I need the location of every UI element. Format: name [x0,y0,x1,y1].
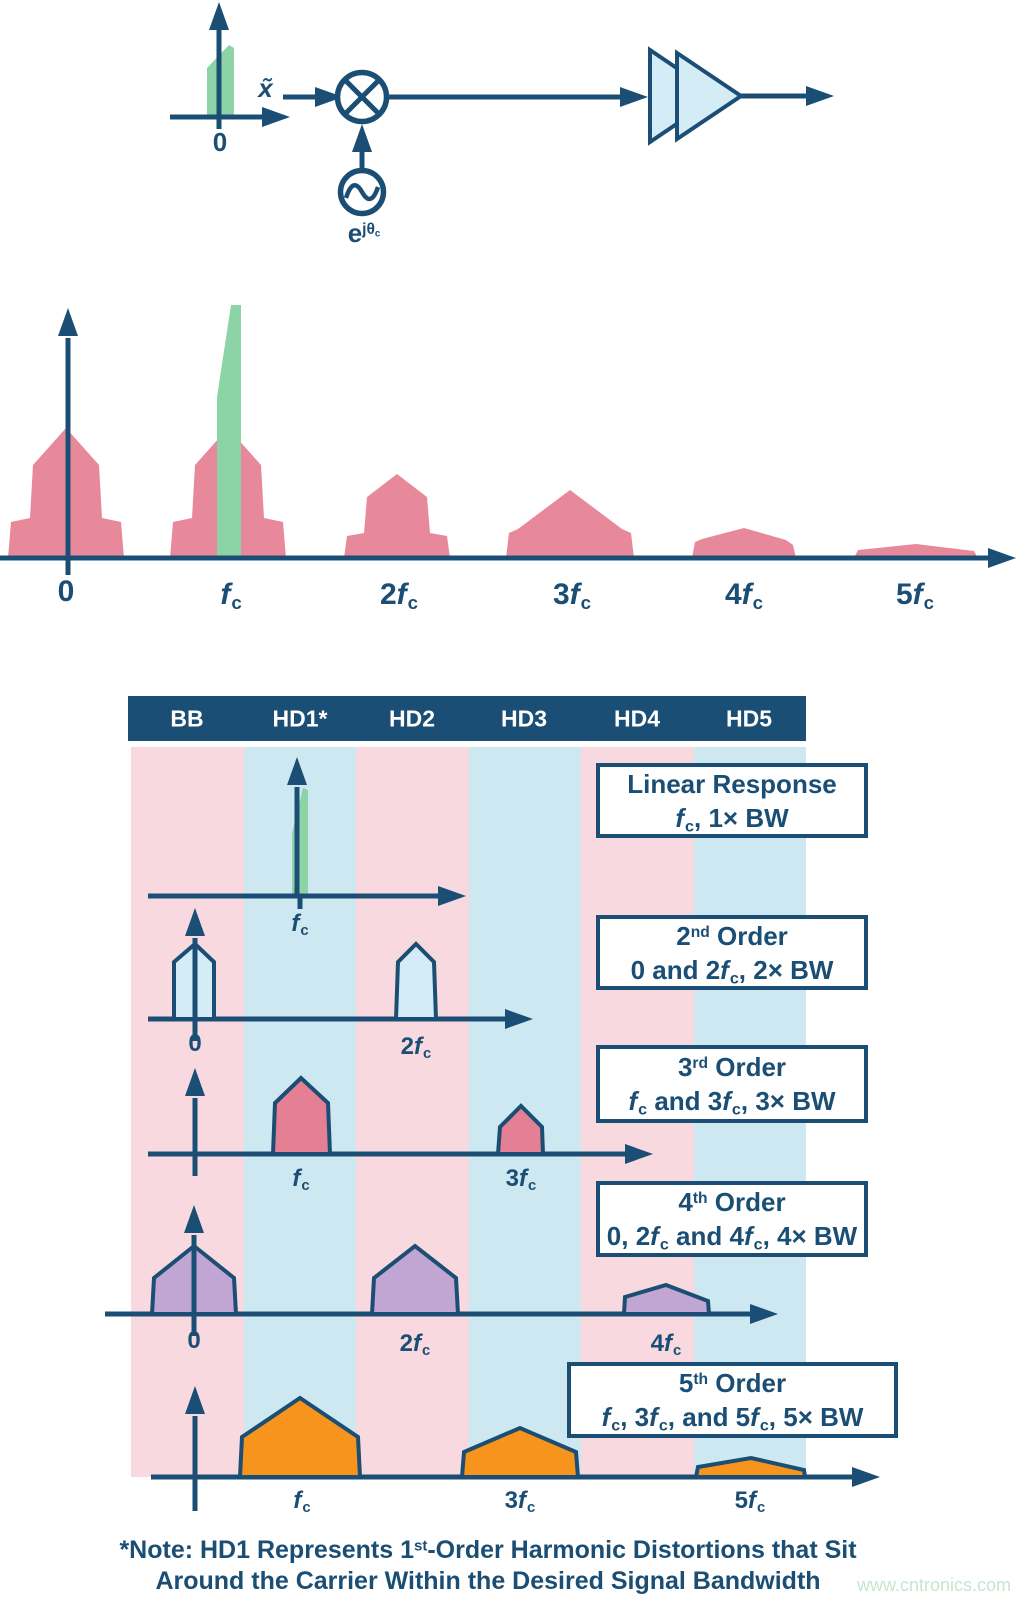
box-line2: fc, 1× BW [675,802,789,835]
box-2nd-order: 2nd Order 0 and 2fc, 2× BW [596,915,868,990]
baseband-axis [170,2,290,129]
box-line1: 3rd Order [677,1052,787,1082]
mixer-icon [334,69,390,125]
oscillator-icon [337,124,387,217]
block-diagram [170,2,834,217]
freq-label-3fc: 3fc [552,578,592,614]
box-line1: 5th Order [678,1368,787,1398]
box-3rd-order: 3rd Order fc and 3fc, 3× BW [596,1045,868,1123]
freq-label-fc: fc [220,578,242,614]
header-cell-bb: BB [170,705,204,732]
footnote-line2: Around the Carrier Within the Desired Si… [155,1567,821,1595]
header-cell-hd2: HD2 [388,705,436,732]
input-arrow [283,87,343,107]
row1-carrier-spike [292,788,308,896]
box-line2: fc, 3fc, and 5fc, 5× BW [601,1402,864,1435]
box-4th-order: 4th Order 0, 2fc and 4fc, 4× BW [596,1181,868,1257]
order5-lobe-5fc [693,1455,808,1479]
box-line2: 0 and 2fc, 2× BW [630,954,834,987]
row-order2 [148,908,533,1041]
stripe-bb [131,747,244,1477]
box-line1: 4th Order [678,1187,786,1217]
freq-label-0: 0 [57,575,75,608]
origin-label: 0 [212,127,228,157]
row4-label-4fc: 4fc [650,1330,682,1360]
row5-label-5fc: 5fc [734,1487,766,1517]
row5-label-3fc: 3fc [504,1487,536,1517]
row1-label-fc: fc [291,910,309,940]
header-cell-hd3: HD3 [500,705,548,732]
wideband-spectrum [0,305,1016,575]
freq-label-2fc: 2fc [379,578,419,614]
oscillator-label: ejθc [347,218,381,248]
header-cell-hd1: HD1* [272,705,328,732]
footnote: *Note: HD1 Represents 1st-Order Harmonic… [78,1535,898,1597]
order5-lobe-fc [237,1395,363,1479]
row4-label-2fc: 2fc [399,1330,431,1360]
box-5th-order: 5th Order fc, 3fc, and 5fc, 5× BW [567,1362,898,1438]
box-line2: fc and 3fc, 3× BW [628,1086,836,1119]
row-order3 [148,1068,653,1176]
freq-label-5fc: 5fc [895,578,935,614]
stripe-hd2 [356,747,469,1477]
harmonic-lobe-5fc [854,544,978,558]
spectrum-axis [0,308,1016,575]
watermark: www.cntronics.com [857,1575,1012,1595]
row3-label-3fc: 3fc [505,1165,537,1195]
freq-label-4fc: 4fc [724,578,764,614]
box-line1: Linear Response [627,768,837,799]
harmonic-lobe-4fc [692,528,796,558]
order2-lobe-2fc [393,941,439,1021]
carrier-spike [217,305,241,558]
row-order5 [151,1386,880,1511]
harmonic-lobe-3fc [506,490,634,558]
table-header-bar [128,696,806,741]
order3-lobe-fc [270,1075,333,1156]
input-signal-label: x̃ [258,73,273,103]
row-linear [148,757,466,909]
header-cell-hd5: HD5 [725,705,773,732]
order4-lobe-2fc [369,1243,461,1316]
harmonic-lobe-2fc [344,474,450,558]
header-cell-hd4: HD4 [613,705,661,732]
mixer-to-amp-arrow [387,87,648,107]
footnote-line1: *Note: HD1 Represents 1st-Order Harmonic… [119,1536,857,1564]
row4-label-0: 0 [187,1327,201,1354]
box-linear-response: Linear Response fc, 1× BW [596,763,868,838]
box-line2: 0, 2fc and 4fc, 4× BW [606,1221,858,1254]
output-arrow [741,86,834,106]
row-order4 [105,1205,778,1336]
order3-lobe-3fc [495,1103,546,1156]
row3-label-fc: fc [292,1165,310,1195]
row5-label-fc: fc [293,1487,311,1517]
order4-lobe-4fc [621,1282,712,1316]
row2-label-2fc: 2fc [400,1033,432,1063]
row2-label-0: 0 [188,1030,202,1057]
amplifier-icon [648,46,745,146]
box-line1: 2nd Order [676,920,788,951]
order5-lobe-3fc [459,1425,581,1479]
